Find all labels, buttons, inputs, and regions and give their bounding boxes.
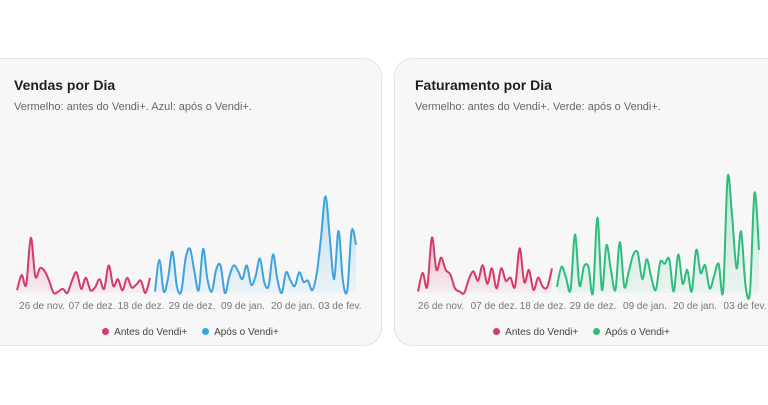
sales-per-day-card: Vendas por Dia Vermelho: antes do Vendi+… [0, 58, 382, 346]
legend-item-after[interactable]: Após o Vendi+ [202, 327, 279, 338]
x-tick: 07 de dez. [68, 301, 116, 312]
chart-title: Vendas por Dia [14, 77, 116, 93]
legend-item-after[interactable]: Após o Vendi+ [593, 327, 670, 338]
series-area [557, 174, 759, 299]
sales-chart [16, 195, 357, 295]
x-tick: 03 de fev. [723, 301, 767, 312]
legend-dot [493, 327, 501, 335]
legend-item-before[interactable]: Antes do Vendi+ [102, 327, 187, 338]
chart-title: Faturamento por Dia [415, 77, 552, 93]
revenue-per-day-card: Faturamento por Dia Vermelho: antes do V… [394, 58, 768, 346]
x-tick: 20 de jan. [271, 301, 315, 312]
series-line [16, 236, 151, 295]
revenue-chart [417, 173, 760, 300]
x-tick: 07 de dez. [470, 301, 518, 312]
x-tick: 26 de nov. [418, 301, 464, 312]
x-axis-ticks: 26 de nov. 07 de dez. 18 de dez. 29 de d… [0, 301, 381, 315]
series-line [556, 173, 760, 300]
legend-item-before[interactable]: Antes do Vendi+ [493, 327, 578, 338]
legend-label: Após o Vendi+ [605, 327, 670, 338]
x-axis-ticks: 26 de nov. 07 de dez. 18 de dez. 29 de d… [395, 301, 768, 315]
chart-legend: Antes do Vendi+ Após o Vendi+ [0, 327, 381, 338]
chart-subtitle: Vermelho: antes do Vendi+. Verde: após o… [415, 101, 661, 113]
series-line [417, 236, 553, 295]
legend-dot [102, 327, 110, 335]
x-tick: 03 de fev. [318, 301, 362, 312]
x-tick: 18 de dez. [519, 301, 567, 312]
legend-dot [593, 327, 601, 335]
chart-subtitle: Vermelho: antes do Vendi+. Azul: após o … [14, 101, 252, 113]
x-tick: 29 de dez. [168, 301, 216, 312]
x-tick: 09 de jan. [221, 301, 265, 312]
x-tick: 20 de jan. [673, 301, 717, 312]
legend-label: Antes do Vendi+ [505, 327, 579, 338]
legend-label: Antes do Vendi+ [114, 327, 188, 338]
chart-legend: Antes do Vendi+ Após o Vendi+ [395, 327, 768, 338]
series-line [154, 195, 357, 295]
x-tick: 09 de jan. [623, 301, 667, 312]
legend-dot [202, 327, 210, 335]
x-tick: 18 de dez. [117, 301, 165, 312]
x-tick: 26 de nov. [19, 301, 65, 312]
x-tick: 29 de dez. [569, 301, 617, 312]
legend-label: Após o Vendi+ [214, 327, 279, 338]
